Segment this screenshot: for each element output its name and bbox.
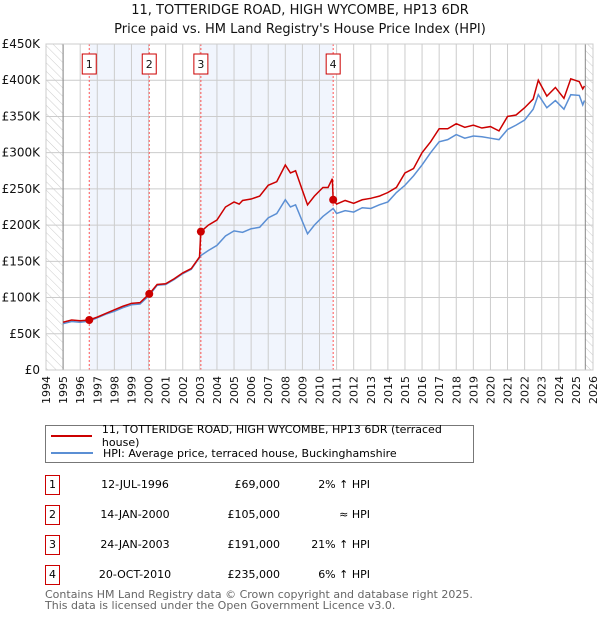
footer-line-1: Contains HM Land Registry data © Crown c… <box>45 588 473 601</box>
sale-number: 2 <box>45 505 60 525</box>
y-tick-label: £450K <box>2 37 42 51</box>
x-tick-label: 2001 <box>160 376 173 404</box>
sale-marker-box <box>325 53 341 75</box>
x-tick-label: 2012 <box>348 376 361 404</box>
sale-point <box>145 289 154 298</box>
sale-marker-box <box>81 53 97 75</box>
legend-swatch-hpi <box>51 452 93 454</box>
sale-date: 20-OCT-2010 <box>98 568 172 581</box>
x-tick-label: 2019 <box>467 376 480 404</box>
x-tick-label: 2021 <box>502 376 515 404</box>
x-tick-label: 2009 <box>296 376 309 404</box>
x-tick-label: 2003 <box>194 376 207 404</box>
sale-row: 1 12-JUL-1996 £69,000 2% ↑ HPI <box>45 475 465 495</box>
sale-row: 2 14-JAN-2000 £105,000 ≈ HPI <box>45 505 465 525</box>
sale-date: 24-JAN-2003 <box>100 538 170 551</box>
y-tick-label: £250K <box>2 182 42 196</box>
sale-row: 4 20-OCT-2010 £235,000 6% ↑ HPI <box>45 565 465 585</box>
sale-marker-label: 1 <box>86 58 93 71</box>
shaded-band <box>200 44 334 370</box>
footer-line-2: This data is licensed under the Open Gov… <box>45 599 396 612</box>
sale-date: 12-JUL-1996 <box>101 478 169 491</box>
x-tick-label: 2017 <box>433 376 446 404</box>
x-tick-label: 1996 <box>74 376 87 404</box>
y-tick-label: £0 <box>25 363 40 377</box>
x-tick-label: 1997 <box>91 376 104 404</box>
y-tick-label: £350K <box>2 109 42 123</box>
y-tick-label: £100K <box>2 291 42 305</box>
footer: Contains HM Land Registry data © Crown c… <box>45 589 473 611</box>
sale-hpi-diff: 6% ↑ HPI <box>318 568 370 581</box>
sale-price: £105,000 <box>227 508 281 521</box>
sale-point <box>196 227 205 236</box>
property-price-line <box>62 77 586 323</box>
sale-number: 3 <box>45 535 60 555</box>
y-tick-label: £300K <box>2 146 42 160</box>
x-tick-label: 2015 <box>399 376 412 404</box>
x-tick-label: 2020 <box>484 376 497 404</box>
x-tick-label: 2002 <box>177 376 190 404</box>
x-tick-label: 2026 <box>587 376 600 404</box>
sale-hpi-diff: 21% ↑ HPI <box>311 538 370 551</box>
sale-marker-box <box>141 53 157 75</box>
y-tick-label: £50K <box>9 327 41 341</box>
sale-marker-label: 4 <box>330 58 337 71</box>
x-tick-label: 2007 <box>262 376 275 404</box>
sale-marker-label: 2 <box>146 58 153 71</box>
x-tick-label: 2023 <box>536 376 549 404</box>
x-tick-label: 2010 <box>314 376 327 404</box>
chart-title: 11, TOTTERIDGE ROAD, HIGH WYCOMBE, HP13 … <box>131 3 469 18</box>
sale-point <box>329 195 338 204</box>
sale-number: 1 <box>45 475 60 495</box>
sale-date: 14-JAN-2000 <box>100 508 170 521</box>
sale-hpi-diff: 2% ↑ HPI <box>318 478 370 491</box>
x-tick-label: 2014 <box>382 376 395 404</box>
x-tick-label: 2005 <box>228 376 241 404</box>
x-tick-label: 2013 <box>365 376 378 404</box>
x-tick-label: 2022 <box>519 376 532 404</box>
sale-row: 3 24-JAN-2003 £191,000 21% ↑ HPI <box>45 535 465 555</box>
y-tick-label: £150K <box>2 254 42 268</box>
chart-subtitle: Price paid vs. HM Land Registry's House … <box>114 22 486 37</box>
y-tick-label: £400K <box>2 73 42 87</box>
x-tick-label: 2008 <box>279 376 292 404</box>
x-tick-label: 2024 <box>553 376 566 404</box>
legend-label-property: 11, TOTTERIDGE ROAD, HIGH WYCOMBE, HP13 … <box>101 423 442 449</box>
x-tick-label: 2011 <box>331 376 344 404</box>
x-tick-label: 2004 <box>211 376 224 404</box>
y-tick-label: £200K <box>2 218 42 232</box>
sale-marker-box <box>193 53 209 75</box>
sale-point <box>85 316 94 325</box>
legend-label-hpi: HPI: Average price, terraced house, Buck… <box>103 446 397 460</box>
sale-price: £235,000 <box>227 568 281 581</box>
sale-price: £69,000 <box>234 478 281 491</box>
x-tick-label: 1999 <box>125 376 138 404</box>
sale-hpi-diff: ≈ HPI <box>339 508 370 521</box>
x-tick-label: 2025 <box>570 376 583 404</box>
legend-swatch-property <box>51 435 92 437</box>
hatch-after <box>585 44 593 370</box>
shaded-band <box>89 44 150 370</box>
x-tick-label: 1994 <box>40 376 53 404</box>
price-chart: 1994 1995 1996 1997 1998 1999 2000 2001 2002 2003… <box>2 37 600 404</box>
x-tick-label: 2016 <box>416 376 429 404</box>
legend: 11, TOTTERIDGE ROAD, HIGH WYCOMBE, HP13 … <box>45 423 474 463</box>
x-tick-label: 1995 <box>57 376 70 404</box>
sale-price: £191,000 <box>227 538 281 551</box>
x-tick-label: 1998 <box>108 376 121 404</box>
x-tick-label: 2000 <box>143 376 156 404</box>
plot-border <box>45 43 594 371</box>
hatch-before <box>46 44 64 370</box>
x-tick-label: 2006 <box>245 376 258 404</box>
x-tick-label: 2018 <box>450 376 463 404</box>
sale-marker-label: 3 <box>197 58 204 71</box>
sale-number: 4 <box>45 565 60 585</box>
